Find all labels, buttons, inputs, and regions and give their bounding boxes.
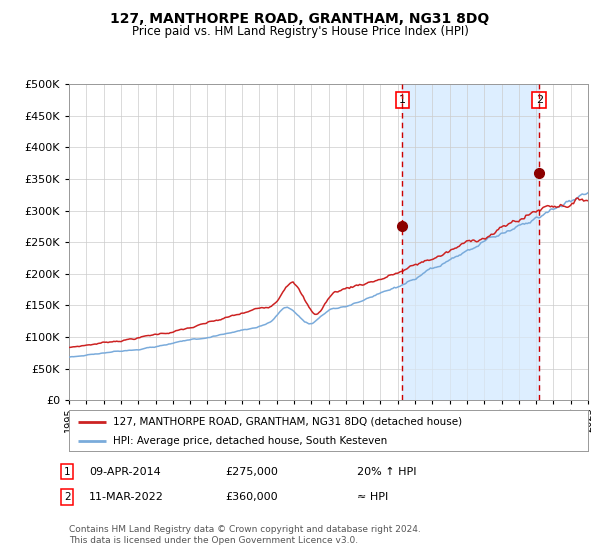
Text: ≈ HPI: ≈ HPI <box>357 492 388 502</box>
Text: Contains HM Land Registry data © Crown copyright and database right 2024.
This d: Contains HM Land Registry data © Crown c… <box>69 525 421 545</box>
Text: 2: 2 <box>64 492 71 502</box>
Bar <box>403 84 539 400</box>
Text: 20% ↑ HPI: 20% ↑ HPI <box>357 466 416 477</box>
Text: £360,000: £360,000 <box>225 492 278 502</box>
Text: 1: 1 <box>399 95 406 105</box>
Text: 11-MAR-2022: 11-MAR-2022 <box>89 492 164 502</box>
Text: 2: 2 <box>536 95 543 105</box>
Text: Price paid vs. HM Land Registry's House Price Index (HPI): Price paid vs. HM Land Registry's House … <box>131 25 469 38</box>
Text: 1: 1 <box>64 466 71 477</box>
Text: £275,000: £275,000 <box>225 466 278 477</box>
Text: HPI: Average price, detached house, South Kesteven: HPI: Average price, detached house, Sout… <box>113 436 388 446</box>
Text: 127, MANTHORPE ROAD, GRANTHAM, NG31 8DQ: 127, MANTHORPE ROAD, GRANTHAM, NG31 8DQ <box>110 12 490 26</box>
Text: 09-APR-2014: 09-APR-2014 <box>89 466 161 477</box>
Text: 127, MANTHORPE ROAD, GRANTHAM, NG31 8DQ (detached house): 127, MANTHORPE ROAD, GRANTHAM, NG31 8DQ … <box>113 417 462 427</box>
